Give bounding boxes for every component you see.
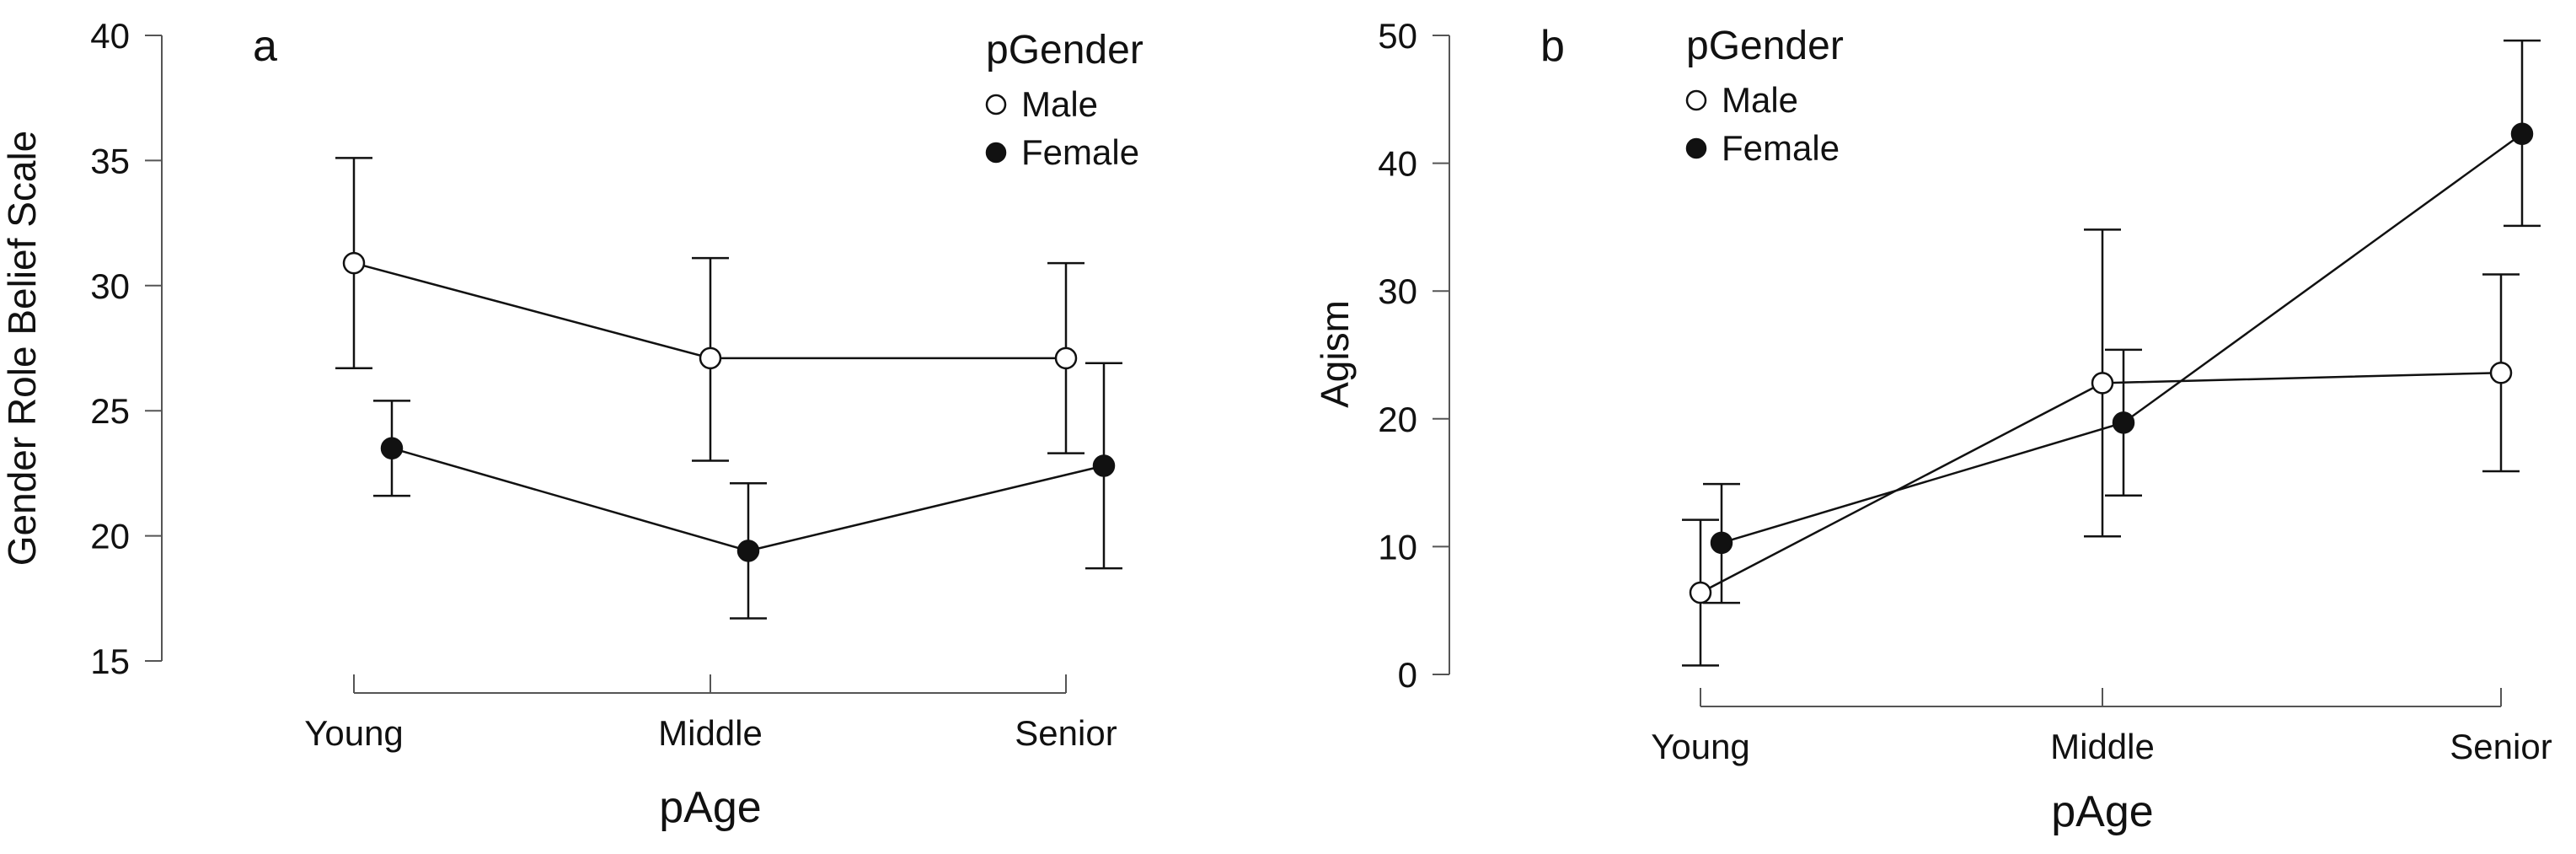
c2-y-tick-label-1: 10 (1378, 527, 1417, 567)
c1-x-tick-label-0: Young (304, 713, 404, 753)
c1-y-tick-label-3: 30 (90, 266, 130, 306)
c2-y-tick-label-4: 40 (1378, 144, 1417, 184)
c2-x-tick-label-0: Young (1651, 727, 1750, 766)
c2-x-axis-title: pAge (2051, 787, 2153, 836)
c1-male-point-2 (1054, 346, 1078, 370)
c1-legend-label-male: Male (1021, 84, 1098, 124)
c2-x-tick-label-1: Middle (2050, 727, 2155, 766)
c1-legend-marker-female (985, 142, 1007, 164)
c2-x-tick-label-2: Senior (2450, 727, 2552, 766)
c2-y-tick-label-3: 30 (1378, 271, 1417, 311)
c2-female-point-1 (2112, 411, 2135, 434)
c1-y-tick-label-1: 20 (90, 517, 130, 556)
c2-male-point-0 (1689, 581, 1712, 604)
c2-legend-title: pGender (1686, 24, 1844, 68)
c1-female-point-1 (736, 540, 760, 562)
c2-legend-marker-female (1685, 137, 1707, 159)
c1-x-axis-title: pAge (659, 783, 761, 832)
c1-y-axis-title: Gender Role Belief Scale (0, 131, 44, 567)
c2-male-point-1 (2091, 372, 2114, 395)
c1-y-tick-label-5: 40 (90, 16, 130, 56)
c2-female-series-line (1721, 132, 2523, 545)
c2-male-point-2 (2489, 361, 2513, 384)
c1-panel-label: a (253, 22, 277, 71)
chart-svg-a: 15 20 25 30 35 40 Young Middle Senior pAge Gender … (0, 16, 1143, 832)
c2-y-axis-title: Agism (1313, 300, 1357, 408)
c1-legend-label-female: Female (1021, 132, 1139, 172)
c2-female-point-2 (2510, 122, 2534, 145)
c2-y-tick-label-0: 0 (1398, 655, 1417, 695)
c2-female-point-0 (1710, 531, 1733, 555)
chart-panel-b: 0 10 20 30 40 50 Young Middle Senior pAge Agism b pG… (1288, 0, 2576, 850)
c1-y-tick-label-0: 15 (90, 642, 130, 681)
c1-male-point-1 (699, 346, 722, 370)
c1-x-tick-label-1: Middle (658, 713, 763, 753)
c2-y-tick-label-2: 20 (1378, 400, 1417, 439)
c2-male-series-line (1700, 371, 2502, 594)
c1-y-tick-label-2: 25 (90, 391, 130, 431)
c2-legend-marker-male (1685, 89, 1707, 111)
c1-female-point-0 (380, 437, 404, 459)
c1-legend-title: pGender (986, 28, 1143, 73)
chart-svg-b: 0 10 20 30 40 50 Young Middle Senior pAge Agism b pG… (1313, 16, 2552, 836)
c2-panel-label: b (1540, 22, 1565, 71)
c2-legend-label-female: Female (1722, 128, 1840, 168)
chart-panel-a: 15 20 25 30 35 40 Young Middle Senior pAge Gender … (0, 0, 1288, 850)
c1-y-tick-label-4: 35 (90, 141, 130, 180)
c2-y-tick-label-5: 50 (1378, 16, 1417, 56)
c1-female-point-2 (1092, 454, 1116, 477)
c1-x-tick-label-2: Senior (1015, 713, 1117, 753)
c2-legend-label-male: Male (1722, 80, 1798, 120)
c1-male-point-0 (342, 251, 366, 275)
c1-legend-marker-male (985, 94, 1007, 115)
